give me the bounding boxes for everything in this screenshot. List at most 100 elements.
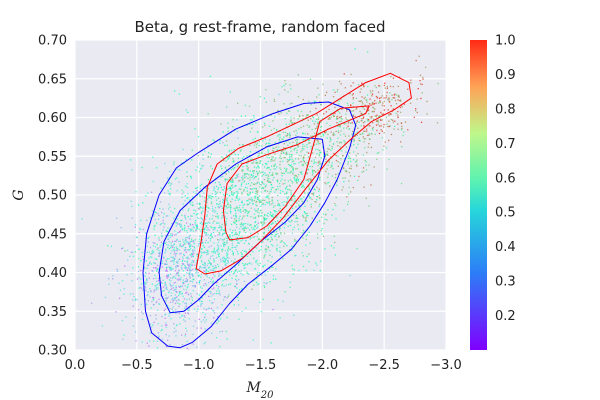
scatter-point [283,172,285,175]
scatter-point [164,263,166,266]
scatter-point [237,166,239,168]
scatter-point [146,267,148,270]
scatter-point [289,136,291,138]
scatter-point [291,264,293,267]
scatter-point [260,184,262,186]
scatter-point [275,278,277,280]
scatter-point [249,170,251,172]
scatter-point [303,157,305,159]
scatter-point [347,157,349,160]
scatter-point [257,272,259,274]
scatter-point [193,243,195,245]
scatter-point [355,161,357,163]
scatter-point [277,110,279,112]
scatter-point [170,188,172,190]
scatter-point [238,242,240,244]
scatter-point [221,167,223,170]
scatter-point [181,189,183,191]
scatter-point [145,237,147,239]
scatter-point [255,122,257,124]
scatter-point [192,343,194,345]
scatter-point [178,275,180,277]
scatter-point [301,185,303,187]
scatter-point [290,189,292,192]
scatter-point [255,146,258,148]
scatter-point [199,280,201,282]
scatter-point [132,305,134,307]
scatter-point [232,229,234,232]
scatter-point [192,251,194,253]
scatter-point [204,197,206,199]
scatter-point [303,211,306,213]
scatter-point [256,182,258,184]
scatter-point [187,313,190,315]
scatter-point [157,309,159,312]
scatter-point [140,283,143,285]
scatter-point [223,285,225,287]
scatter-point [306,172,308,174]
scatter-point [233,218,236,220]
scatter-point [264,214,266,216]
scatter-point [181,245,183,248]
scatter-point [180,224,182,226]
scatter-point [170,269,172,271]
scatter-point [170,266,172,268]
scatter-point [255,200,258,203]
scatter-point [365,99,367,101]
scatter-point [301,149,303,151]
scatter-point [397,123,399,125]
scatter-point [272,156,274,158]
scatter-point [315,143,317,145]
x-tick-label: −1.5 [245,358,277,373]
scatter-point [297,118,299,120]
scatter-point [123,288,125,290]
scatter-point [81,218,83,220]
scatter-point [176,168,179,170]
scatter-point [194,219,197,222]
scatter-point [207,144,209,147]
scatter-point [190,269,192,272]
scatter-point [207,187,209,190]
scatter-point [220,205,223,207]
scatter-point [132,255,135,257]
scatter-point [263,218,266,220]
scatter-point [136,244,138,247]
scatter-point [168,279,171,281]
scatter-point [266,177,269,179]
scatter-point [310,135,312,137]
scatter-point [198,281,200,283]
scatter-point [328,144,331,147]
scatter-point [200,254,203,257]
scatter-point [251,123,254,125]
scatter-point [179,253,181,255]
scatter-point [308,188,310,190]
scatter-point [186,186,188,189]
scatter-point [269,213,271,215]
scatter-point [319,197,321,200]
scatter-point [214,226,216,229]
scatter-point [286,185,288,187]
scatter-point [174,288,176,290]
scatter-point [233,161,235,163]
scatter-point [239,179,241,182]
scatter-point [224,144,226,146]
scatter-point [234,229,236,231]
scatter-point [338,100,340,102]
scatter-point [155,314,157,316]
scatter-point [296,138,298,140]
scatter-point [271,266,273,268]
scatter-point [410,79,412,81]
scatter-point [162,257,165,259]
scatter-point [230,217,233,219]
scatter-point [397,111,399,113]
scatter-point [164,270,167,272]
scatter-point [194,128,196,130]
scatter-point [248,243,250,245]
scatter-point [378,85,380,87]
scatter-point [306,179,309,181]
scatter-point [241,193,243,195]
scatter-point [337,89,339,91]
scatter-point [315,148,317,151]
scatter-point [354,48,356,50]
scatter-point [294,220,296,223]
